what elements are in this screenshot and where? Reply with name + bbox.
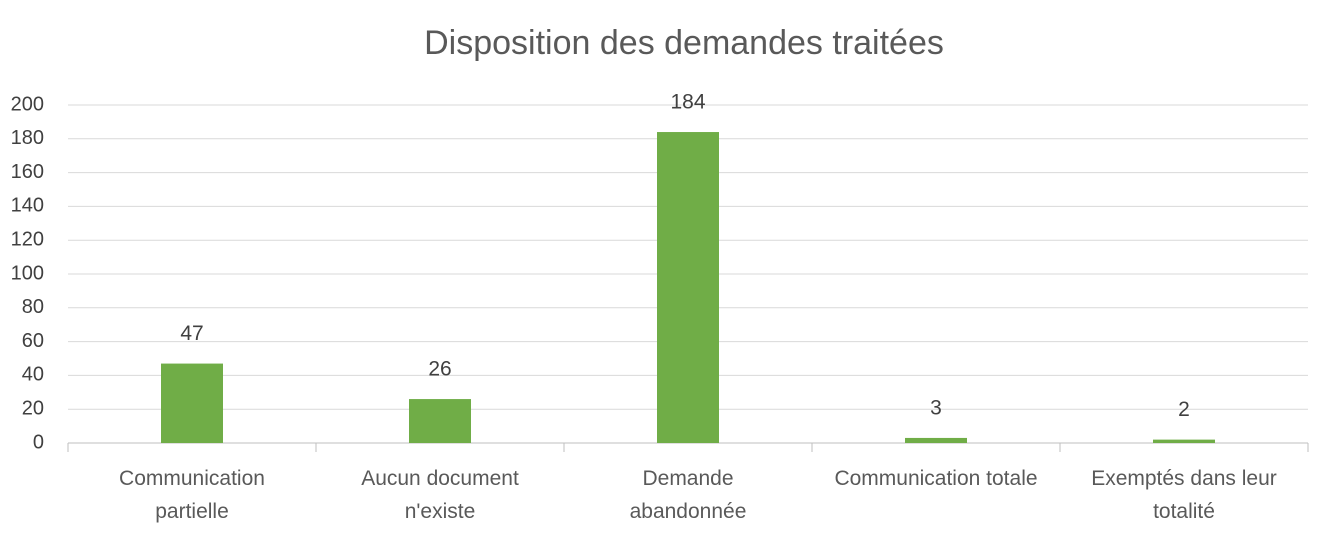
y-tick-label: 20 — [22, 397, 44, 419]
x-tick-label: Demande abandonnée — [629, 467, 747, 523]
data-label: 184 — [670, 91, 705, 114]
bar — [409, 399, 471, 443]
chart-title: Disposition des demandes traitées — [424, 24, 944, 62]
data-label: 2 — [1178, 398, 1190, 421]
y-tick-label: 120 — [11, 228, 44, 250]
x-tick-label: Communication totale — [834, 467, 1038, 490]
x-tick-label: Communication partielle — [119, 467, 265, 523]
data-label: 3 — [930, 396, 942, 419]
x-tick-label: Aucun document n'existe — [361, 467, 519, 523]
bar — [161, 363, 223, 443]
y-tick-label: 140 — [11, 195, 44, 217]
data-label: 26 — [428, 358, 451, 381]
bar — [905, 437, 967, 443]
y-tick-label: 40 — [22, 364, 44, 386]
y-tick-label: 160 — [11, 161, 44, 183]
y-tick-label: 80 — [22, 296, 44, 318]
y-tick-label: 200 — [11, 93, 44, 115]
y-tick-label: 100 — [11, 262, 44, 284]
y-tick-label: 0 — [33, 431, 44, 453]
y-tick-label: 60 — [22, 330, 44, 352]
bar — [657, 132, 719, 444]
x-tick-label: Exemptés dans leur totalité — [1091, 467, 1277, 523]
bar — [1153, 439, 1215, 443]
y-tick-label: 180 — [11, 127, 44, 149]
data-label: 47 — [180, 322, 203, 345]
